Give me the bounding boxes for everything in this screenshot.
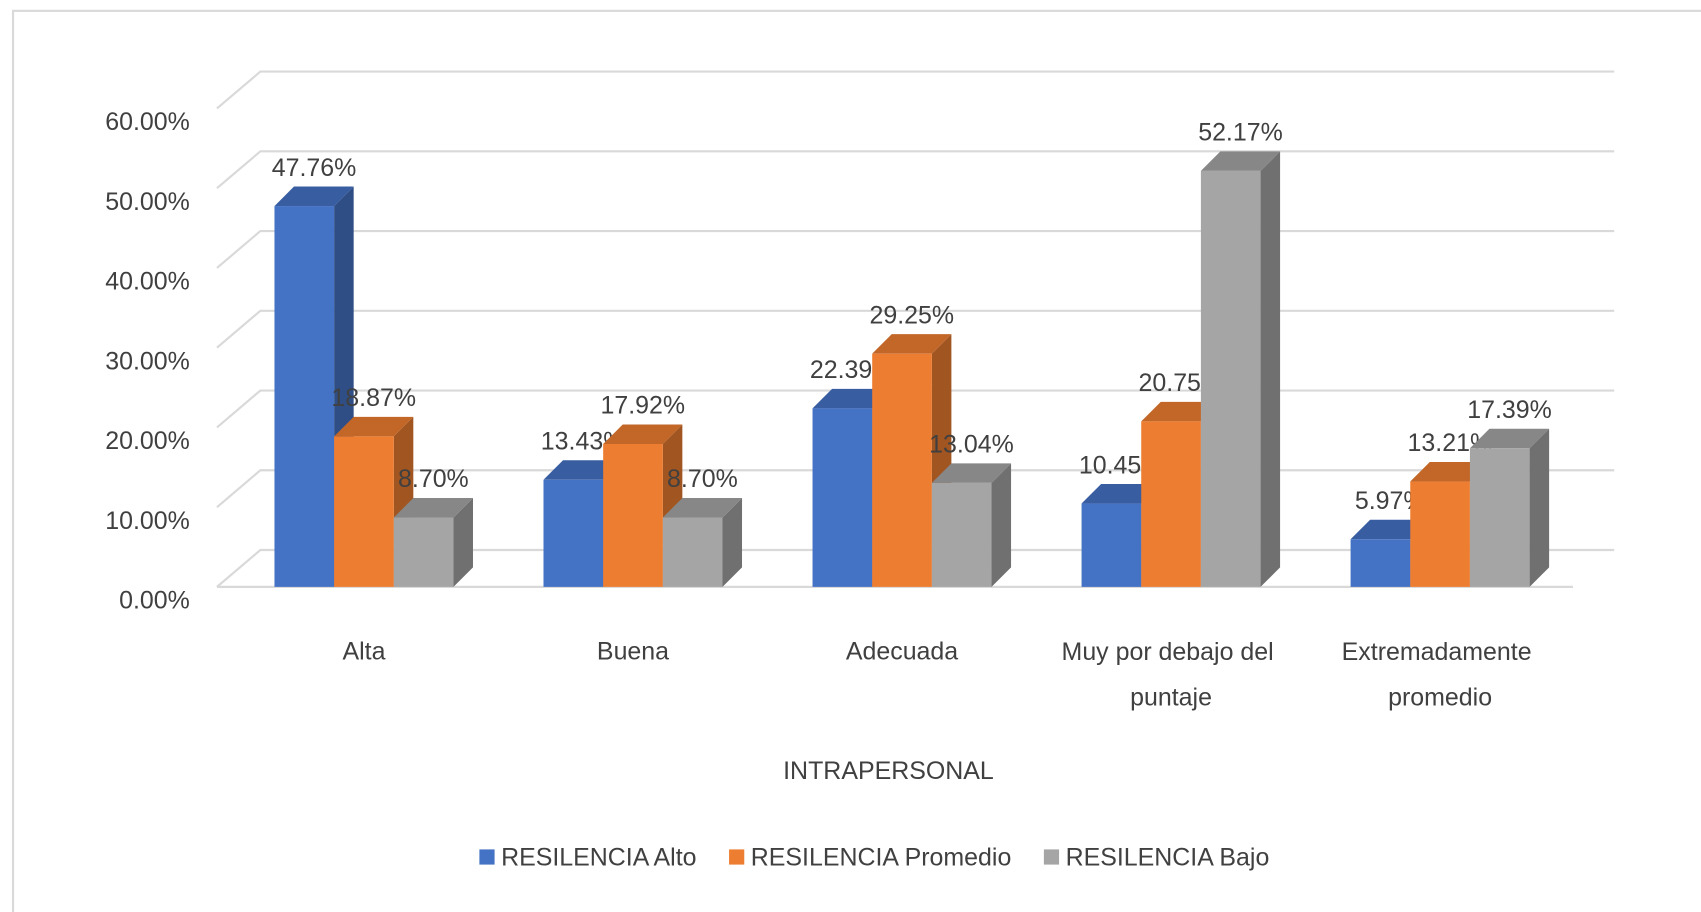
x-tick-label: Adecuada <box>846 638 958 666</box>
bar-front <box>1469 448 1530 587</box>
bar-front <box>931 482 992 587</box>
bar <box>1469 428 1550 587</box>
legend-swatch <box>479 849 495 865</box>
bar-top <box>274 186 354 207</box>
bar-front <box>1141 421 1201 587</box>
grid-line <box>216 70 1615 110</box>
grid-line <box>216 150 1615 190</box>
bar-top <box>662 497 743 518</box>
y-tick-label: 50.00% <box>105 188 190 216</box>
data-label: 8.70% <box>398 465 469 493</box>
data-label: 18.87% <box>331 384 416 412</box>
bar-top <box>812 388 892 409</box>
bar <box>931 463 1012 587</box>
bar-front <box>543 479 604 587</box>
bar <box>872 334 952 587</box>
data-label: 8.70% <box>667 465 738 493</box>
y-tick-label: 30.00% <box>105 347 190 375</box>
bar-front <box>334 436 394 587</box>
legend-label: RESILENCIA Promedio <box>751 844 1012 872</box>
x-tick-label: Muy por debajo del puntaje <box>1062 638 1281 712</box>
y-tick-label: 20.00% <box>105 427 190 455</box>
x-axis-title: INTRAPERSONAL <box>783 757 994 785</box>
data-label: 52.17% <box>1198 119 1283 147</box>
bar-side <box>1529 428 1550 587</box>
bar-front <box>812 408 873 587</box>
y-tick-label: 0.00% <box>119 587 190 615</box>
legend-swatch <box>729 849 745 865</box>
grid-line <box>216 309 1615 349</box>
y-tick-label: 10.00% <box>105 507 190 535</box>
bar-front <box>872 353 932 587</box>
data-label: 47.76% <box>272 154 357 182</box>
x-tick-label: Buena <box>597 638 669 666</box>
bar-top <box>931 463 1012 483</box>
bar-front <box>1200 170 1261 587</box>
data-label: 17.92% <box>600 392 685 420</box>
bar-top <box>603 424 683 444</box>
bar-top <box>1141 401 1221 422</box>
bar-side <box>1260 151 1281 587</box>
bar-front <box>1081 503 1142 587</box>
bar-side <box>453 497 473 587</box>
legend: RESILENCIA Alto RESILENCIA Promedio RESILE… <box>479 844 1269 872</box>
bar-top <box>393 497 473 518</box>
legend-label: RESILENCIA Bajo <box>1066 844 1270 872</box>
bar-side <box>722 497 743 587</box>
bar-top <box>543 460 623 480</box>
bar-top <box>1469 428 1550 449</box>
bar-front <box>274 206 335 587</box>
bar-top <box>1081 484 1161 504</box>
legend-label: RESILENCIA Alto <box>501 844 696 872</box>
bar-front <box>1410 481 1470 587</box>
bar-front <box>393 517 454 587</box>
grid-line <box>216 389 1615 429</box>
bar-top <box>1200 151 1281 171</box>
x-tick-label: Extremadamente promedio <box>1342 638 1539 712</box>
bar <box>1200 151 1281 587</box>
bar <box>393 497 473 587</box>
legend-swatch <box>1043 849 1060 865</box>
chart-border <box>11 9 1701 912</box>
data-label: 17.39% <box>1467 396 1552 424</box>
bar-top <box>872 334 952 354</box>
y-tick-label: 60.00% <box>105 108 190 136</box>
data-label: 29.25% <box>870 301 955 329</box>
data-label: 13.04% <box>929 431 1014 459</box>
bar-side <box>991 463 1012 587</box>
bar-top <box>1410 462 1490 482</box>
bar-top <box>334 416 414 437</box>
bar <box>662 497 743 587</box>
x-tick-label: Alta <box>342 638 385 666</box>
bar <box>274 186 354 587</box>
bar-front <box>1350 539 1411 587</box>
y-tick-label: 40.00% <box>105 268 190 296</box>
grid-line <box>216 229 1615 269</box>
bar-front <box>662 517 723 587</box>
bar-top <box>1350 519 1430 540</box>
bar-front <box>603 443 663 587</box>
